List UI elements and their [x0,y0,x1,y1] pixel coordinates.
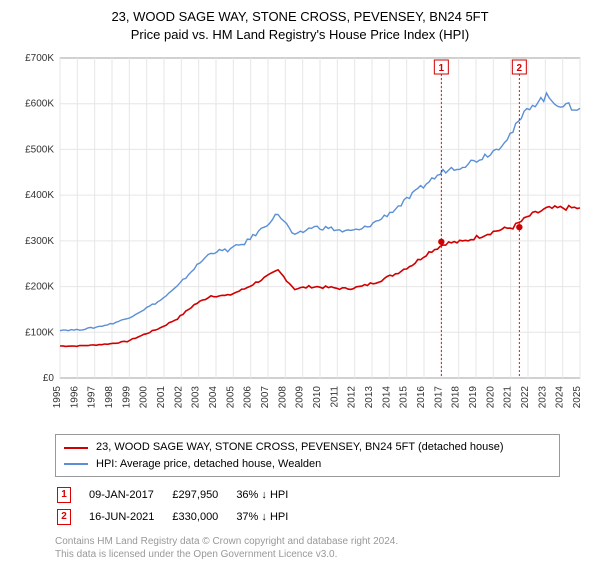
y-tick-label: £0 [43,373,55,384]
x-tick-label: 1997 [87,386,98,409]
legend-label: 23, WOOD SAGE WAY, STONE CROSS, PEVENSEY… [96,439,504,456]
marker-num-cell: 2 [57,507,87,527]
x-tick-label: 2005 [225,386,236,409]
y-tick-label: £600K [25,99,54,110]
marker-diff: 36% ↓ HPI [236,485,304,505]
x-tick-label: 2015 [399,386,410,409]
y-tick-label: £700K [25,53,54,64]
y-tick-label: £400K [25,191,54,202]
x-tick-label: 2025 [572,386,583,409]
marker-table: 1 09-JAN-2017£297,95036% ↓ HPI 2 16-JUN-202… [55,483,306,529]
x-tick-label: 2022 [520,386,531,409]
x-tick-label: 2014 [381,386,392,409]
x-tick-label: 2002 [173,386,184,409]
x-tick-label: 2009 [295,386,306,409]
marker-num-cell: 1 [57,485,87,505]
marker-box-label: 2 [517,63,523,74]
marker-box-label: 1 [439,63,445,74]
x-tick-label: 2010 [312,386,323,409]
marker-row: 1 09-JAN-2017£297,95036% ↓ HPI [57,485,304,505]
y-tick-label: £100K [25,328,54,339]
marker-number-icon: 1 [57,487,71,503]
x-tick-label: 2007 [260,386,271,409]
x-tick-label: 2011 [329,386,340,408]
marker-price: £330,000 [172,507,234,527]
y-tick-label: £300K [25,236,54,247]
marker-date: 16-JUN-2021 [89,507,170,527]
price-chart: £0 £100K £200K £300K £400K £500K £600K £700K 199… [10,48,590,428]
x-tick-label: 2003 [191,386,202,409]
x-tick-label: 2004 [208,386,219,409]
marker-dot [516,224,522,230]
x-tick-label: 2006 [243,386,254,409]
x-tick-label: 2023 [537,386,548,409]
marker-date: 09-JAN-2017 [89,485,170,505]
legend-swatch [64,447,88,449]
legend-label: HPI: Average price, detached house, Weal… [96,456,321,473]
x-tick-label: 2017 [433,386,444,409]
footer-attribution: Contains HM Land Registry data © Crown c… [55,535,590,561]
x-tick-label: 1998 [104,386,115,409]
x-tick-label: 2008 [277,386,288,409]
x-tick-label: 2019 [468,386,479,409]
x-tick-label: 2020 [485,386,496,409]
chart-title-line1: 23, WOOD SAGE WAY, STONE CROSS, PEVENSEY… [10,8,590,26]
chart-title-line2: Price paid vs. HM Land Registry's House … [10,26,590,44]
x-tick-label: 2000 [139,386,150,409]
marker-price: £297,950 [172,485,234,505]
legend: 23, WOOD SAGE WAY, STONE CROSS, PEVENSEY… [55,434,560,477]
x-tick-label: 2001 [156,386,167,409]
footer-line2: This data is licensed under the Open Gov… [55,548,590,561]
legend-item: 23, WOOD SAGE WAY, STONE CROSS, PEVENSEY… [64,439,551,456]
x-tick-label: 2016 [416,386,427,409]
footer-line1: Contains HM Land Registry data © Crown c… [55,535,590,548]
x-tick-label: 2018 [451,386,462,409]
x-tick-label: 2021 [503,386,514,409]
legend-item: HPI: Average price, detached house, Weal… [64,456,551,473]
marker-dot [438,239,444,245]
marker-row: 2 16-JUN-2021£330,00037% ↓ HPI [57,507,304,527]
x-tick-label: 2013 [364,386,375,409]
legend-swatch [64,463,88,465]
x-tick-label: 1996 [69,386,80,409]
x-tick-label: 2024 [555,386,566,409]
y-tick-label: £500K [25,145,54,156]
x-tick-label: 1995 [52,386,63,409]
x-tick-label: 1999 [121,386,132,409]
marker-diff: 37% ↓ HPI [236,507,304,527]
marker-number-icon: 2 [57,509,71,525]
y-tick-label: £200K [25,282,54,293]
x-tick-label: 2012 [347,386,358,409]
